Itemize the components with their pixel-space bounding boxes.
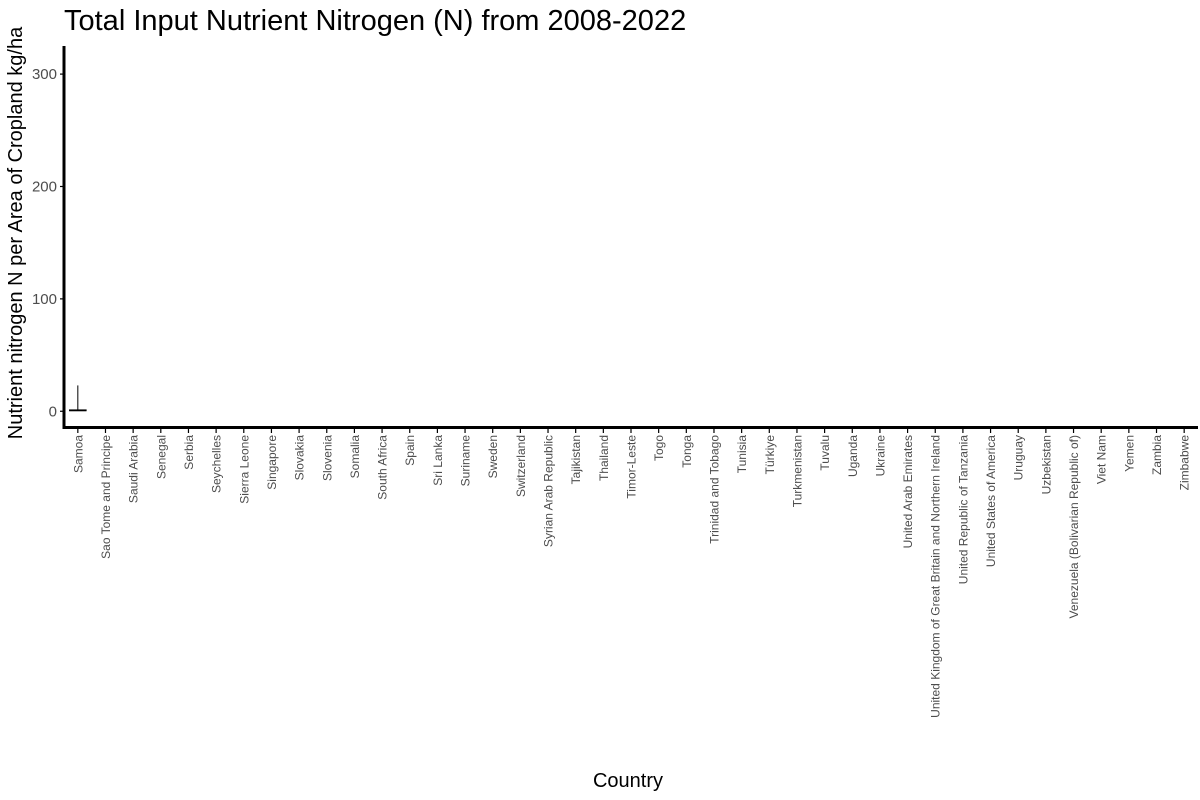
x-tick-label: Slovenia	[320, 435, 334, 481]
x-tick-label: United States of America	[984, 435, 998, 567]
x-tick-label: Serbia	[182, 435, 196, 470]
x-tick-label: Syrian Arab Republic	[542, 435, 556, 547]
x-tick-label: Singapore	[265, 435, 279, 490]
x-tick-label: Tunisia	[735, 435, 749, 474]
x-tick-label: Suriname	[459, 435, 473, 487]
x-axis-title: Country	[593, 770, 663, 792]
x-tick-label: Türkiye	[763, 435, 777, 475]
x-tick-label: Uganda	[846, 435, 860, 477]
x-tick-label: Tuvalu	[818, 435, 832, 471]
x-tick-label: Ukraine	[873, 435, 887, 477]
x-tick-label: Spain	[403, 435, 417, 466]
x-tick-label: Trinidad and Tobago	[707, 435, 721, 544]
y-axis-title: Nutrient nitrogen N per Area of Cropland…	[5, 26, 27, 439]
x-tick-label: Zimbabwe	[1178, 435, 1192, 491]
x-tick-label: Yemen	[1122, 435, 1136, 472]
y-tick-label: 0	[49, 403, 57, 420]
x-tick-label: Turkmenistan	[790, 435, 804, 507]
x-tick-label: United Kingdom of Great Britain and Nort…	[929, 435, 943, 718]
chart-title: Total Input Nutrient Nitrogen (N) from 2…	[64, 5, 686, 37]
x-axis-ticks: Samoa Sao Tome and Principe Saudi Arabia Se…	[71, 429, 1192, 718]
x-tick-label: Uzbekistan	[1039, 435, 1053, 494]
y-tick-label: 200	[32, 178, 57, 195]
y-tick-label: 300	[32, 66, 57, 83]
x-tick-label: Sao Tome and Principe	[99, 435, 113, 559]
y-tick-label: 100	[32, 291, 57, 308]
x-tick-label: Sierra Leone	[237, 435, 251, 504]
x-tick-label: Viet Nam	[1095, 435, 1109, 484]
x-tick-label: Thailand	[597, 435, 611, 481]
x-tick-label: South Africa	[376, 435, 390, 500]
x-tick-label: Switzerland	[514, 435, 528, 497]
x-tick-label: Togo	[652, 435, 666, 461]
x-tick-label: Saudi Arabia	[127, 435, 141, 503]
y-axis-ticks: 0 100 200 300	[32, 66, 64, 420]
box-plot	[69, 385, 87, 412]
x-tick-label: Venezuela (Bolivarian Republic of)	[1067, 435, 1081, 618]
x-tick-label: Sweden	[486, 435, 500, 478]
box-plots	[69, 385, 87, 412]
x-tick-label: Somalia	[348, 435, 362, 479]
x-tick-label: Senegal	[154, 435, 168, 479]
x-tick-label: Tonga	[680, 435, 694, 468]
x-tick-label: Tajikistan	[569, 435, 583, 484]
x-tick-label: Samoa	[71, 435, 85, 473]
x-tick-label: Sri Lanka	[431, 435, 445, 486]
x-tick-label: Zambia	[1150, 435, 1164, 475]
x-tick-label: Slovakia	[293, 435, 307, 481]
x-tick-label: Seychelles	[210, 435, 224, 493]
x-tick-label: Timor-Leste	[625, 435, 639, 499]
x-tick-label: United Republic of Tanzania	[956, 435, 970, 585]
x-tick-label: United Arab Emirates	[901, 435, 915, 548]
x-tick-label: Uruguay	[1012, 435, 1026, 480]
